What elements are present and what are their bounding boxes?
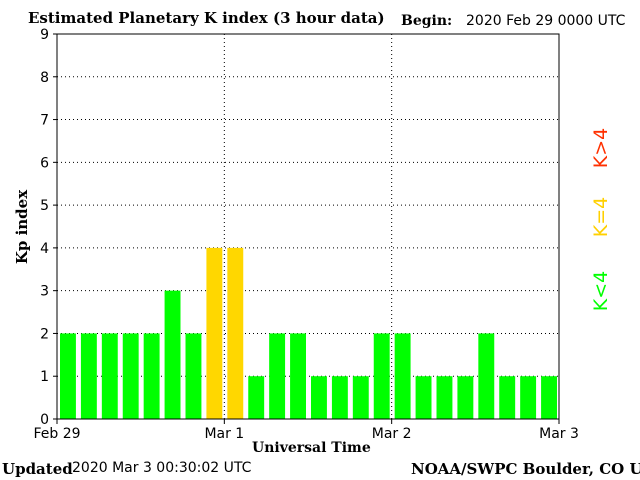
plot-frame (56, 33, 560, 420)
kp-bar (415, 376, 432, 419)
kp-bar (143, 333, 160, 419)
kp-bar (499, 376, 516, 419)
kp-bar (80, 333, 97, 419)
y-tick-label: 0 (40, 412, 49, 428)
x-tick-label: Mar 2 (372, 426, 412, 442)
kp-bar (311, 376, 327, 419)
kp-bar (352, 376, 369, 419)
updated-label: Updated (2, 460, 73, 478)
kp-bar (373, 333, 390, 419)
y-tick-label: 6 (40, 155, 49, 171)
legend-mid: K=4 (590, 196, 612, 238)
x-tick-label: Mar 3 (539, 426, 579, 442)
x-tick-label: Feb 29 (33, 426, 80, 442)
kp-bar (269, 333, 286, 419)
y-tick-label: 7 (40, 113, 49, 129)
y-tick-label: 3 (40, 284, 49, 300)
kp-bar (290, 333, 306, 419)
kp-bar (122, 333, 139, 419)
y-tick-label: 2 (40, 326, 49, 342)
y-tick-label: 8 (40, 70, 49, 86)
legend-low: K<4 (590, 270, 612, 312)
y-tick-label: 4 (40, 241, 49, 257)
x-axis-ticks: Feb 29 Mar 1 Mar 2 Mar 3 (33, 419, 579, 442)
kp-bar (457, 376, 474, 419)
kp-bar (185, 333, 202, 419)
kp-bar (248, 376, 265, 419)
y-tick-label: 9 (40, 27, 49, 43)
kp-bar (331, 376, 348, 419)
bars-group (60, 247, 557, 419)
kp-bar (394, 333, 411, 419)
kp-bar (227, 247, 244, 419)
updated-timestamp: 2020 Mar 3 00:30:02 UTC (72, 460, 252, 476)
kp-bar (436, 376, 453, 419)
legend-high: K>4 (590, 127, 612, 169)
kp-bar (206, 247, 223, 419)
y-tick-label: 5 (40, 198, 49, 214)
kp-bar (101, 333, 118, 419)
grid-lines (57, 34, 559, 419)
y-tick-label: 1 (40, 369, 49, 385)
begin-label: Begin: (401, 13, 453, 29)
x-axis-label: Universal Time (252, 440, 371, 456)
y-axis-ticks: 0 1 2 3 4 5 6 7 8 9 (40, 27, 57, 428)
chart-title: Estimated Planetary K index (3 hour data… (28, 9, 385, 27)
kp-bar (478, 333, 495, 419)
kp-bar (164, 290, 181, 419)
begin-value: 2020 Feb 29 0000 UTC (466, 13, 626, 29)
kp-bar (541, 376, 557, 419)
credit-text: NOAA/SWPC Boulder, CO USA (411, 460, 640, 478)
x-tick-label: Mar 1 (204, 426, 244, 442)
y-axis-label: Kp index (13, 189, 31, 265)
kp-bar (60, 333, 76, 419)
kp-bar (520, 376, 537, 419)
